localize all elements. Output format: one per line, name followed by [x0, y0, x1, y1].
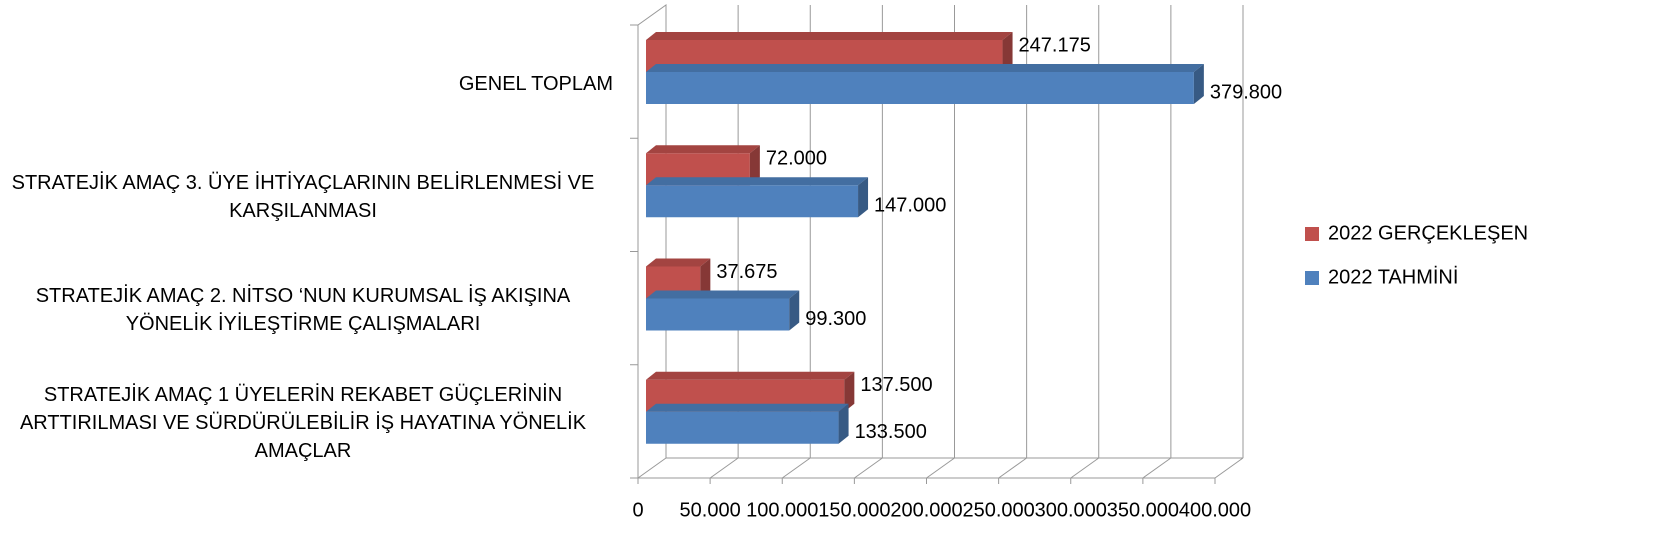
data-label: 99.300	[805, 308, 866, 330]
bar-end	[1002, 32, 1013, 72]
x-tick-label: 300.000	[1035, 499, 1107, 521]
x-tick-label: 350.000	[1107, 499, 1179, 521]
category-text: STRATEJİK AMAÇ 3. ÜYE İHTİYAÇLARININ BEL…	[11, 171, 595, 222]
data-label: 147.000	[874, 195, 946, 217]
bar-top	[646, 290, 800, 299]
bar-top	[646, 145, 760, 154]
bar-top	[646, 32, 1013, 40]
x-tick-label: 0	[632, 499, 643, 521]
x-tick-label: 150.000	[818, 499, 890, 521]
grid-line	[781, 457, 811, 479]
bar-end	[749, 145, 760, 186]
grid-line	[854, 457, 883, 479]
grid-line	[709, 457, 739, 479]
bar-end	[858, 177, 869, 218]
data-label: 247.175	[1019, 34, 1091, 56]
bar	[646, 72, 1194, 104]
grid-line	[1070, 457, 1100, 479]
data-label: 133.500	[855, 421, 927, 443]
category-label: STRATEJİK AMAÇ 1 ÜYELERİN REKABET GÜÇLER…	[0, 381, 613, 465]
legend-label: 2022 TAHMİNİ	[1328, 265, 1458, 288]
bar	[646, 411, 839, 444]
x-tick-label: 100.000	[746, 499, 818, 521]
data-label: 379.800	[1210, 81, 1282, 103]
category-text: STRATEJİK AMAÇ 2. NİTSO ‘NUN KURUMSAL İŞ…	[35, 285, 571, 336]
data-label: 72.000	[766, 148, 827, 170]
bar-end	[844, 371, 855, 412]
bar-top	[646, 371, 855, 380]
bar-end	[1193, 64, 1204, 104]
x-tick-label: 50.000	[680, 499, 741, 521]
x-tick-label: 200.000	[890, 499, 962, 521]
category-label: STRATEJİK AMAÇ 3. ÜYE İHTİYAÇLARININ BEL…	[0, 169, 613, 225]
x-tick-label: 250.000	[962, 499, 1034, 521]
bar-top	[646, 64, 1204, 72]
legend-label: 2022 GERÇEKLEŞEN	[1328, 222, 1528, 244]
bar-top	[646, 258, 711, 267]
grid-line	[998, 457, 1027, 479]
bar-end	[789, 290, 800, 331]
category-text: STRATEJİK AMAÇ 1 ÜYELERİN REKABET GÜÇLER…	[19, 384, 587, 463]
data-label: 37.675	[716, 261, 777, 283]
bar-top	[646, 403, 849, 412]
legend-swatch	[1305, 271, 1319, 285]
x-tick-label: 400.000	[1179, 499, 1251, 521]
data-label: 137.500	[860, 374, 932, 396]
bar-end	[838, 403, 849, 444]
legend-swatch	[1305, 227, 1319, 241]
grid-line	[637, 457, 667, 479]
bar	[646, 185, 859, 218]
category-label: GENEL TOPLAM	[0, 70, 613, 98]
category-label: STRATEJİK AMAÇ 2. NİTSO ‘NUN KURUMSAL İŞ…	[0, 282, 613, 338]
grid-line	[1214, 457, 1244, 479]
grid-line	[1142, 457, 1172, 479]
bar-top	[646, 177, 869, 186]
bar	[646, 298, 790, 331]
category-text: GENEL TOPLAM	[458, 72, 613, 95]
bar-end	[700, 258, 711, 299]
grid-line	[926, 457, 955, 479]
